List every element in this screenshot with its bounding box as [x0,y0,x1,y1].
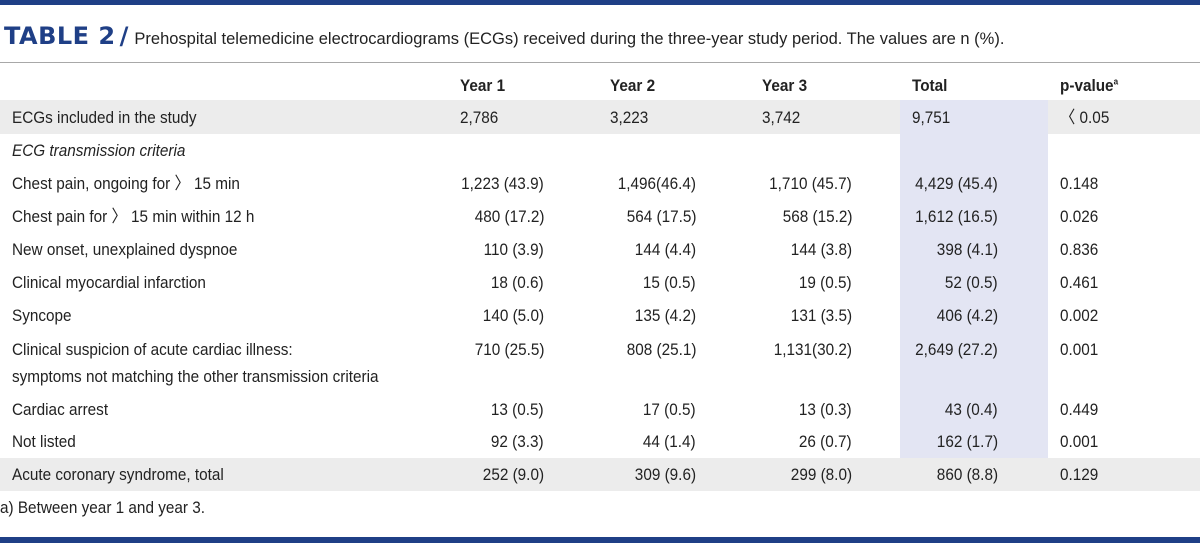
total-column-highlight [900,100,1048,458]
cell-year1: 92 (3.3) [491,432,544,451]
row-label: Not listed [12,432,76,451]
row-label: Acute coronary syndrome, total [12,465,224,484]
header-year2: Year 2 [610,76,656,95]
cell-year3: 568 (15.2) [782,207,852,226]
row-label-continued: symptoms not matching the other transmis… [12,367,379,386]
cell-year2: 144 (4.4) [634,240,696,259]
cell-total: 1,612 (16.5) [915,207,998,226]
header-pvalue-footnote-mark: a [1113,76,1119,87]
cell-year1: 18 (0.6) [491,273,544,292]
cell-year1: 110 (3.9) [483,240,544,259]
cell-year3: 299 (8.0) [790,465,852,484]
cell-pvalue: 0.001 [1060,432,1099,451]
cell-year2: 564 (17.5) [626,207,696,226]
cell-year3: 1,710 (45.7) [769,174,852,193]
cell-year2: 1,496(46.4) [617,174,696,193]
cell-total: 52 (0.5) [945,273,998,292]
cell-year3: 1,131(30.2) [773,340,852,359]
cell-year1: 140 (5.0) [482,306,544,325]
cell-total: 860 (8.8) [936,465,998,484]
cell-year3: 131 (3.5) [790,306,852,325]
section-label: ECG transmission criteria [12,141,186,160]
title-rule [0,62,1200,63]
header-pvalue-text: p-value [1060,76,1114,95]
cell-pvalue: 0.836 [1060,240,1099,259]
cell-pvalue: 0.129 [1060,465,1099,484]
cell-pvalue: 0.026 [1060,207,1099,226]
title-separator: / [119,22,129,50]
cell-pvalue: 0.001 [1060,340,1099,359]
cell-year1: 480 (17.2) [474,207,544,226]
cell-pvalue: 0.002 [1060,306,1099,325]
table-caption: Prehospital telemedicine electrocardiogr… [134,30,1005,48]
cell-year1: 1,223 (43.9) [461,174,544,193]
cell-year3: 144 (3.8) [790,240,852,259]
cell-year1: 252 (9.0) [482,465,544,484]
footnote: a) Between year 1 and year 3. [0,498,205,517]
cell-year1: 710 (25.5) [474,340,544,359]
table-title: TABLE 2/ Prehospital telemedicine electro… [4,22,1004,52]
header-year3: Year 3 [762,76,808,95]
cell-total: 398 (4.1) [936,240,998,259]
cell-year3: 19 (0.5) [799,273,852,292]
cell-year1: 2,786 [460,108,499,127]
row-label: New onset, unexplained dyspnoe [12,240,238,259]
cell-total: 9,751 [912,108,951,127]
cell-year2: 15 (0.5) [643,273,696,292]
cell-year3: 3,742 [762,108,801,127]
row-label: Chest pain, ongoing for 〉 15 min [12,174,240,193]
cell-year2: 135 (4.2) [634,306,696,325]
bottom-accent-bar [0,537,1200,543]
cell-year3: 13 (0.3) [799,400,852,419]
cell-year2: 3,223 [610,108,649,127]
cell-year3: 26 (0.7) [799,432,852,451]
cell-year1: 13 (0.5) [491,400,544,419]
cell-year2: 808 (25.1) [626,340,696,359]
cell-year2: 309 (9.6) [634,465,696,484]
cell-total: 4,429 (45.4) [915,174,998,193]
cell-total: 406 (4.2) [936,306,998,325]
header-pvalue: p-valuea [1060,76,1118,96]
cell-pvalue: 0.148 [1060,174,1099,193]
cell-pvalue: 〈 0.05 [1060,108,1110,127]
cell-total: 43 (0.4) [945,400,998,419]
row-label: Syncope [12,306,72,325]
row-label: Chest pain for 〉 15 min within 12 h [12,207,255,226]
table-label: TABLE 2 [4,22,116,50]
row-label: ECGs included in the study [12,108,197,127]
cell-pvalue: 0.449 [1060,400,1099,419]
row-label: Clinical myocardial infarction [12,273,206,292]
cell-pvalue: 0.461 [1060,273,1099,292]
row-label: Cardiac arrest [12,400,109,419]
top-accent-bar [0,0,1200,5]
row-label: Clinical suspicion of acute cardiac illn… [12,340,293,359]
cell-year2: 17 (0.5) [643,400,696,419]
cell-year2: 44 (1.4) [643,432,696,451]
row-band-acs [0,458,1200,491]
header-total: Total [912,76,948,95]
cell-total: 2,649 (27.2) [915,340,998,359]
header-year1: Year 1 [460,76,506,95]
cell-total: 162 (1.7) [936,432,998,451]
